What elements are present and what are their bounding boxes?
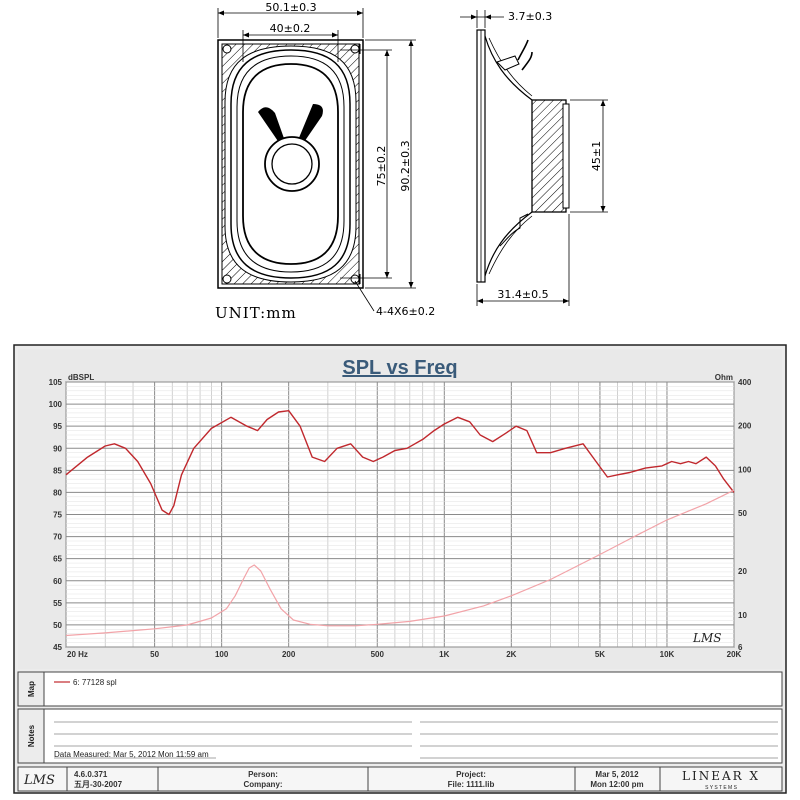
series-layer: [65, 410, 735, 637]
chart-title: SPL vs Freq: [342, 357, 457, 379]
y-right-tick-label: 100: [738, 465, 752, 474]
y-right-tick-label: 200: [738, 422, 752, 431]
y-right-ticks: 6 10 20 50 100 200 400: [738, 378, 752, 652]
x-tick-label: 100: [215, 650, 229, 659]
x-tick-label: 500: [371, 650, 385, 659]
x-tick-label: 20 Hz: [67, 650, 88, 659]
footer-project-label: Project:: [456, 770, 486, 779]
legend-entry: 6: 77128 spl: [73, 678, 117, 687]
footer-version: 4.6.0.371: [74, 770, 108, 779]
magnet: [531, 99, 567, 213]
y-left-tick-label: 60: [53, 577, 62, 586]
dim-total-depth: 31.4±0.5: [497, 288, 548, 301]
data-measured: Data Measured: Mar 5, 2012 Mon 11:59 am: [54, 750, 209, 759]
y-left-tick-label: 85: [53, 466, 62, 475]
chart-grid: [65, 381, 735, 648]
y-right-tick-label: 6: [738, 643, 743, 652]
y-left-tick-label: 95: [53, 422, 62, 431]
y-left-tick-label: 55: [53, 599, 62, 608]
basket-outline: [484, 35, 533, 277]
mounting-holes: [221, 43, 361, 285]
dim-cone-width: 40±0.2: [270, 22, 311, 35]
x-ticks: 20 Hz 50 100 200 500 1K 2K 5K 10K 20K: [67, 650, 742, 659]
dim-overall-height: 90.2±0.3: [399, 140, 412, 191]
y-left-tick-label: 75: [53, 511, 62, 520]
dim-magnet-diameter: 45±1: [590, 141, 603, 171]
side-view: 3.7±0.3 45±1 31.4±0.5: [460, 10, 608, 306]
dim-overall-width: 50.1±0.3: [265, 1, 316, 14]
footer-person-label: Person:: [248, 770, 278, 779]
lead-wire-right: [296, 104, 323, 148]
surround-middle: [236, 55, 345, 273]
x-tick-label: 50: [150, 650, 159, 659]
y-right-axis-label: Ohm: [715, 373, 733, 382]
dim-mounting-holes: 4-4X6±0.2: [376, 305, 435, 318]
lead-wire-left: [258, 107, 286, 147]
x-tick-label: 5K: [595, 650, 605, 659]
terminal-wires: [517, 39, 533, 71]
footer-company-label: Company:: [243, 780, 282, 789]
y-right-tick-label: 10: [738, 611, 747, 620]
notes-lines: [54, 721, 778, 759]
y-right-tick-label: 400: [738, 378, 752, 387]
footer-logo: LMS: [23, 773, 55, 788]
y-left-tick-label: 45: [53, 643, 62, 652]
footer-build-date: 五月-30-2007: [74, 780, 123, 789]
dim-frame-thickness: 3.7±0.3: [508, 10, 552, 23]
y-left-axis-label: dBSPL: [68, 373, 94, 382]
footer-date: Mar 5, 2012: [595, 770, 639, 779]
x-tick-label: 2K: [506, 650, 516, 659]
map-section-label: Map: [27, 681, 36, 697]
x-tick-label: 200: [282, 650, 296, 659]
front-view: 50.1±0.3 40±0.2 75±0.2 90.2±0.3 4-4X6±0.…: [215, 1, 435, 322]
spl-curve: [65, 410, 735, 516]
speaker-drawing: 50.1±0.3 40±0.2 75±0.2 90.2±0.3 4-4X6±0.…: [215, 1, 608, 322]
y-left-tick-label: 105: [49, 378, 63, 387]
y-left-tick-label: 50: [53, 621, 62, 630]
dim-cone-height: 75±0.2: [375, 146, 388, 187]
x-tick-label: 20K: [727, 650, 742, 659]
footer-file-label: File: 1111.lib: [448, 780, 495, 789]
impedance-curve: [65, 489, 735, 637]
footer-brand-sub: S Y S T E M S: [705, 785, 738, 791]
y-left-tick-label: 70: [53, 533, 62, 542]
unit-label: UNIT:mm: [215, 304, 297, 322]
dust-cap-inner: [271, 143, 313, 185]
footer-brand: LINEAR X: [682, 769, 760, 783]
y-left-tick-label: 100: [49, 400, 63, 409]
y-left-tick-label: 65: [53, 555, 62, 564]
x-tick-label: 1K: [439, 650, 449, 659]
y-left-tick-label: 80: [53, 488, 62, 497]
footer-time: Mon 12:00 pm: [590, 780, 643, 789]
x-tick-label: 10K: [660, 650, 675, 659]
y-left-ticks: 45 50 55 60 65 70 75 80 85 90 95 100 105: [49, 378, 63, 652]
watermark-lms: LMS: [692, 631, 721, 645]
notes-section-label: Notes: [27, 724, 36, 747]
y-right-tick-label: 20: [738, 567, 747, 576]
y-left-tick-label: 90: [53, 444, 62, 453]
y-right-tick-label: 50: [738, 509, 747, 518]
